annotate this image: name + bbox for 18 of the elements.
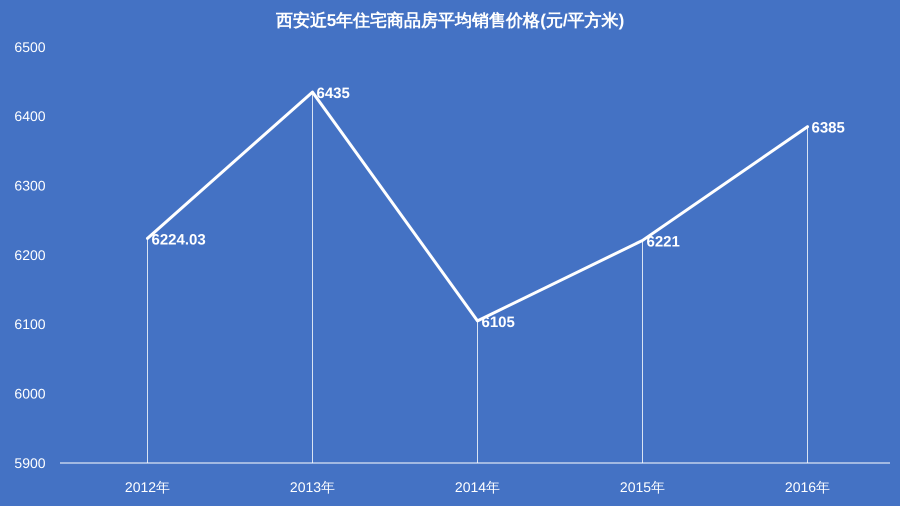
x-tick-label: 2013年 xyxy=(290,479,336,495)
data-label: 6385 xyxy=(812,120,845,137)
y-tick-label: 6500 xyxy=(14,38,46,55)
y-tick-label: 6300 xyxy=(14,178,46,194)
x-tick-label: 2015年 xyxy=(620,479,666,495)
y-tick-label: 6000 xyxy=(14,386,46,402)
y-tick-label: 6400 xyxy=(14,108,46,124)
data-label: 6221 xyxy=(646,233,680,250)
data-label: 6435 xyxy=(316,85,350,102)
y-tick-label: 6200 xyxy=(14,246,46,263)
data-label: 6224.03 xyxy=(152,231,206,248)
y-tick-label: 6100 xyxy=(14,316,46,332)
x-tick-label: 2014年 xyxy=(454,479,500,495)
x-tick-label: 2016年 xyxy=(784,479,830,495)
chart-title: 西安近5年住宅商品房平均销售价格(元/平方米) xyxy=(274,11,624,30)
x-tick-label: 2012年 xyxy=(124,479,170,495)
y-tick-label: 5900 xyxy=(14,454,46,471)
data-label: 6105 xyxy=(482,314,515,331)
